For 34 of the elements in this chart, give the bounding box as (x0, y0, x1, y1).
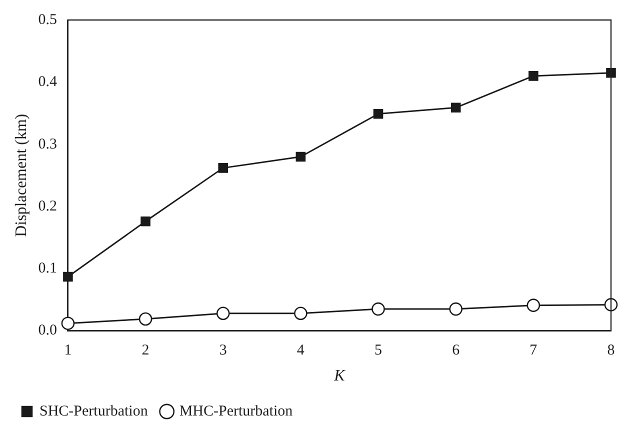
point (216, 306, 230, 320)
point (373, 108, 384, 119)
point (61, 316, 75, 330)
y-tick-label: 0.5 (38, 12, 57, 28)
point (63, 272, 73, 282)
point (606, 68, 616, 78)
point (138, 312, 152, 326)
x-tick-label: 3 (219, 342, 227, 359)
point (218, 163, 228, 173)
x-tick-label: 2 (142, 342, 150, 359)
x-tick-label: 6 (452, 342, 460, 359)
legend-label: SHC-Perturbation (40, 403, 148, 420)
y-tick-label: 0.0 (38, 322, 57, 339)
point (526, 298, 540, 312)
y-tick-label: 0.1 (38, 260, 57, 277)
point (140, 216, 150, 226)
x-tick-label: 7 (530, 342, 538, 359)
x-tick-label: 4 (296, 342, 305, 359)
y-tick-label: 0.3 (38, 136, 57, 152)
x-axis-title: K (333, 368, 346, 385)
point (449, 302, 462, 316)
legend-label: MHC-Perturbation (179, 403, 294, 420)
x-tick-label: 5 (374, 342, 382, 359)
point (296, 152, 306, 162)
point (450, 102, 461, 113)
point (294, 306, 308, 320)
y-tick-label: 0.4 (38, 74, 58, 90)
x-tick-label: 1 (64, 342, 72, 359)
point (372, 302, 385, 316)
point (528, 71, 538, 81)
y-tick-label: 0.2 (38, 198, 57, 214)
point (604, 298, 618, 312)
x-tick-label: 8 (607, 342, 615, 359)
y-axis-title: Displacement (km) (12, 114, 30, 237)
